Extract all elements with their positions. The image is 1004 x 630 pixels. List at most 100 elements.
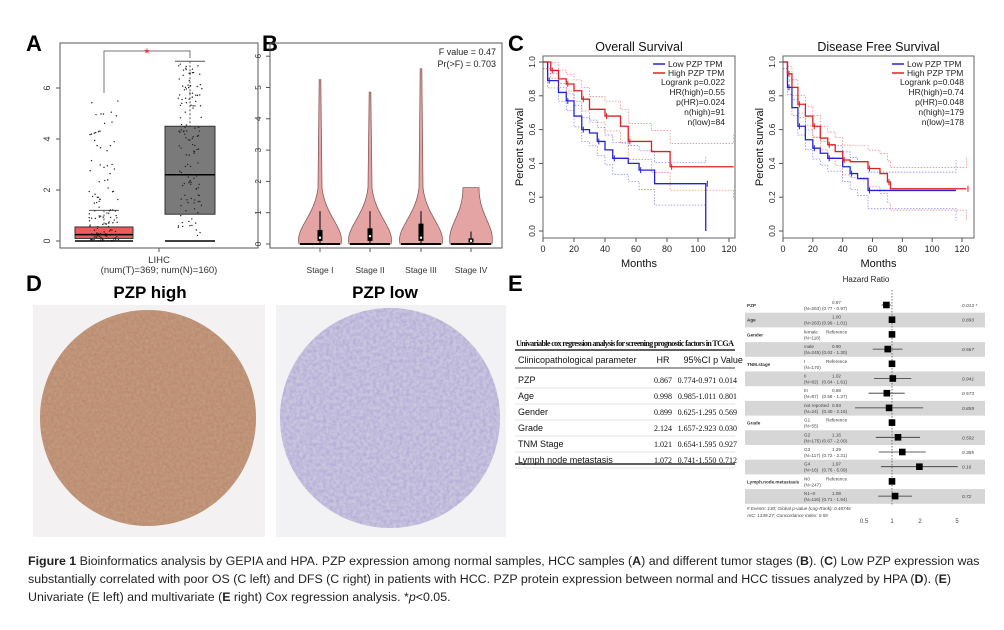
forest-group: N1~X <box>804 491 816 496</box>
survival-curve-low <box>783 61 957 192</box>
data-point <box>108 221 110 223</box>
data-point <box>99 164 101 166</box>
caption-text: p <box>408 590 416 604</box>
forest-ci: (0.77 - 0.97) <box>822 306 847 311</box>
x-tick-label: 80 <box>662 244 672 254</box>
forest-n: (N=263) <box>804 321 821 326</box>
data-point <box>108 230 111 232</box>
stat-text: HR(high)=0.74 <box>908 87 964 97</box>
data-point <box>110 111 112 113</box>
data-point <box>186 130 188 132</box>
data-point <box>106 212 108 214</box>
table-header: Clinicopathological parameter <box>518 355 637 365</box>
table-header: p Value <box>713 355 743 365</box>
ihc-high-title: PZP high <box>113 283 186 302</box>
data-point <box>195 188 198 190</box>
data-point <box>190 197 192 200</box>
data-point <box>97 130 100 133</box>
x-tick-label: 60 <box>867 244 877 254</box>
data-point <box>192 71 195 74</box>
data-point <box>187 201 189 204</box>
table-cell: 1.657-2.923 <box>678 424 717 433</box>
data-point <box>184 126 186 128</box>
data-point <box>99 198 101 200</box>
hr-marker <box>891 492 899 500</box>
data-point <box>193 152 195 154</box>
data-point <box>88 220 91 222</box>
violin-3 <box>399 68 443 245</box>
data-point <box>109 144 112 147</box>
x-tick-label: 0 <box>780 244 785 254</box>
data-point <box>103 166 105 169</box>
table-cell: 0.625-1.295 <box>678 408 717 417</box>
y-tick-label: 0.4 <box>767 157 777 169</box>
data-point <box>89 133 91 136</box>
data-point <box>103 231 105 233</box>
survival-curve-high <box>543 61 734 168</box>
data-point <box>177 65 180 67</box>
x-tick-label: 80 <box>897 244 907 254</box>
y-tick-label: 0.6 <box>527 123 537 135</box>
data-point <box>95 201 98 204</box>
data-point <box>189 179 192 182</box>
data-point <box>196 234 199 237</box>
x-tick-label: 120 <box>721 244 736 254</box>
y-tick-label: 0.8 <box>527 90 537 102</box>
confidence-band-low <box>543 61 707 163</box>
data-point <box>195 175 198 177</box>
forest-title: Hazard Ratio <box>843 275 890 284</box>
data-point <box>98 181 100 183</box>
hr-marker <box>884 345 892 353</box>
forest-variable: Gender <box>747 332 763 337</box>
caption-text: ). ( <box>808 554 825 568</box>
data-point <box>88 190 90 193</box>
row-shading <box>745 459 985 475</box>
stat-text: n(high)=179 <box>918 107 964 117</box>
x-tick-label: 100 <box>925 244 940 254</box>
survival-curve-high <box>783 61 967 190</box>
confidence-band-low <box>543 68 707 212</box>
y-tick-label: 0.4 <box>527 157 537 169</box>
data-point <box>107 240 109 242</box>
data-point <box>190 104 192 106</box>
forest-footer: AIC: 1339.27; Concordance Index: 0.59 <box>746 513 828 518</box>
forest-n: (N=245) <box>804 350 821 355</box>
y-tick-label: 1.0 <box>767 56 777 68</box>
table-cell: PZP <box>518 375 536 385</box>
violin-iqr <box>317 229 323 241</box>
hr-marker <box>916 463 923 470</box>
data-point <box>196 148 198 151</box>
data-point <box>109 229 112 231</box>
data-point <box>94 240 96 242</box>
data-point <box>178 94 181 96</box>
confidence-band-low <box>783 68 957 221</box>
data-point <box>192 105 194 107</box>
forest-ci: (0.72 - 2.31) <box>822 453 847 458</box>
confidence-band-high <box>783 68 967 221</box>
table-cell: 1.072 <box>654 456 672 465</box>
panel-label-a: A <box>26 31 42 56</box>
data-point <box>97 235 99 237</box>
data-point <box>97 232 99 235</box>
forest-n: (N=87) <box>804 394 819 399</box>
forest-n: (N=118) <box>804 335 821 340</box>
data-point <box>194 222 197 224</box>
forest-n: (N=263) <box>804 306 821 311</box>
legend-entry: High PZP TPM <box>907 68 963 78</box>
data-point <box>91 240 93 242</box>
data-point <box>114 230 117 233</box>
forest-hr: 0.90 <box>832 344 841 349</box>
caption-label: Figure 1 <box>28 554 77 568</box>
data-point <box>114 237 116 239</box>
forest-hr: 1.00 <box>832 315 841 320</box>
y-tick-label: 2 <box>254 179 263 184</box>
data-point <box>199 73 201 75</box>
caption-text: E <box>222 590 231 604</box>
table-header: 95%CI <box>683 355 710 365</box>
data-point <box>99 235 101 238</box>
table-cell: 0.985-1.011 <box>678 392 716 401</box>
forest-variable: Age <box>747 318 756 323</box>
data-point <box>189 72 191 74</box>
hr-marker <box>883 301 890 309</box>
row-shading <box>745 430 985 445</box>
